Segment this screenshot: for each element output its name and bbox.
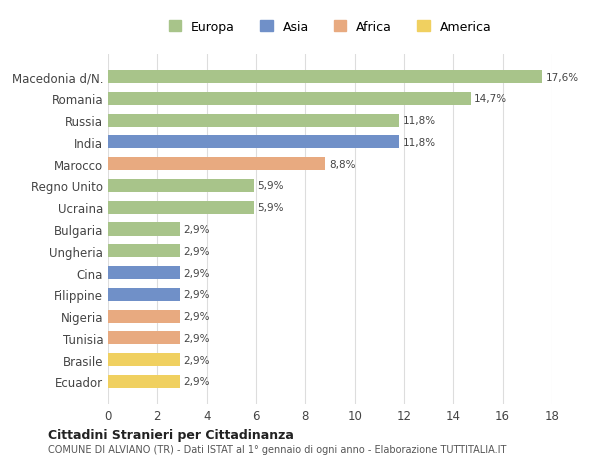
Text: 5,9%: 5,9% [257,203,284,213]
Legend: Europa, Asia, Africa, America: Europa, Asia, Africa, America [164,16,496,39]
Text: 2,9%: 2,9% [183,246,210,256]
Text: 11,8%: 11,8% [403,138,436,148]
Text: 5,9%: 5,9% [257,181,284,191]
Bar [108,179,254,193]
Text: 2,9%: 2,9% [183,268,210,278]
Bar [108,353,179,366]
Bar [108,93,470,106]
Text: 2,9%: 2,9% [183,376,210,386]
Bar [108,288,179,301]
Bar [108,158,325,171]
Text: 14,7%: 14,7% [474,94,508,104]
Text: 11,8%: 11,8% [403,116,436,126]
Bar [108,331,179,345]
Text: 17,6%: 17,6% [546,73,579,83]
Bar [108,375,179,388]
Text: 2,9%: 2,9% [183,355,210,365]
Bar [108,136,399,149]
Text: Cittadini Stranieri per Cittadinanza: Cittadini Stranieri per Cittadinanza [48,428,294,442]
Bar [108,71,542,84]
Text: COMUNE DI ALVIANO (TR) - Dati ISTAT al 1° gennaio di ogni anno - Elaborazione TU: COMUNE DI ALVIANO (TR) - Dati ISTAT al 1… [48,444,506,454]
Bar [108,310,179,323]
Text: 2,9%: 2,9% [183,311,210,321]
Bar [108,245,179,258]
Bar [108,223,179,236]
Text: 8,8%: 8,8% [329,159,355,169]
Text: 2,9%: 2,9% [183,224,210,235]
Bar [108,266,179,280]
Text: 2,9%: 2,9% [183,290,210,300]
Bar [108,114,399,128]
Text: 2,9%: 2,9% [183,333,210,343]
Bar [108,201,254,214]
